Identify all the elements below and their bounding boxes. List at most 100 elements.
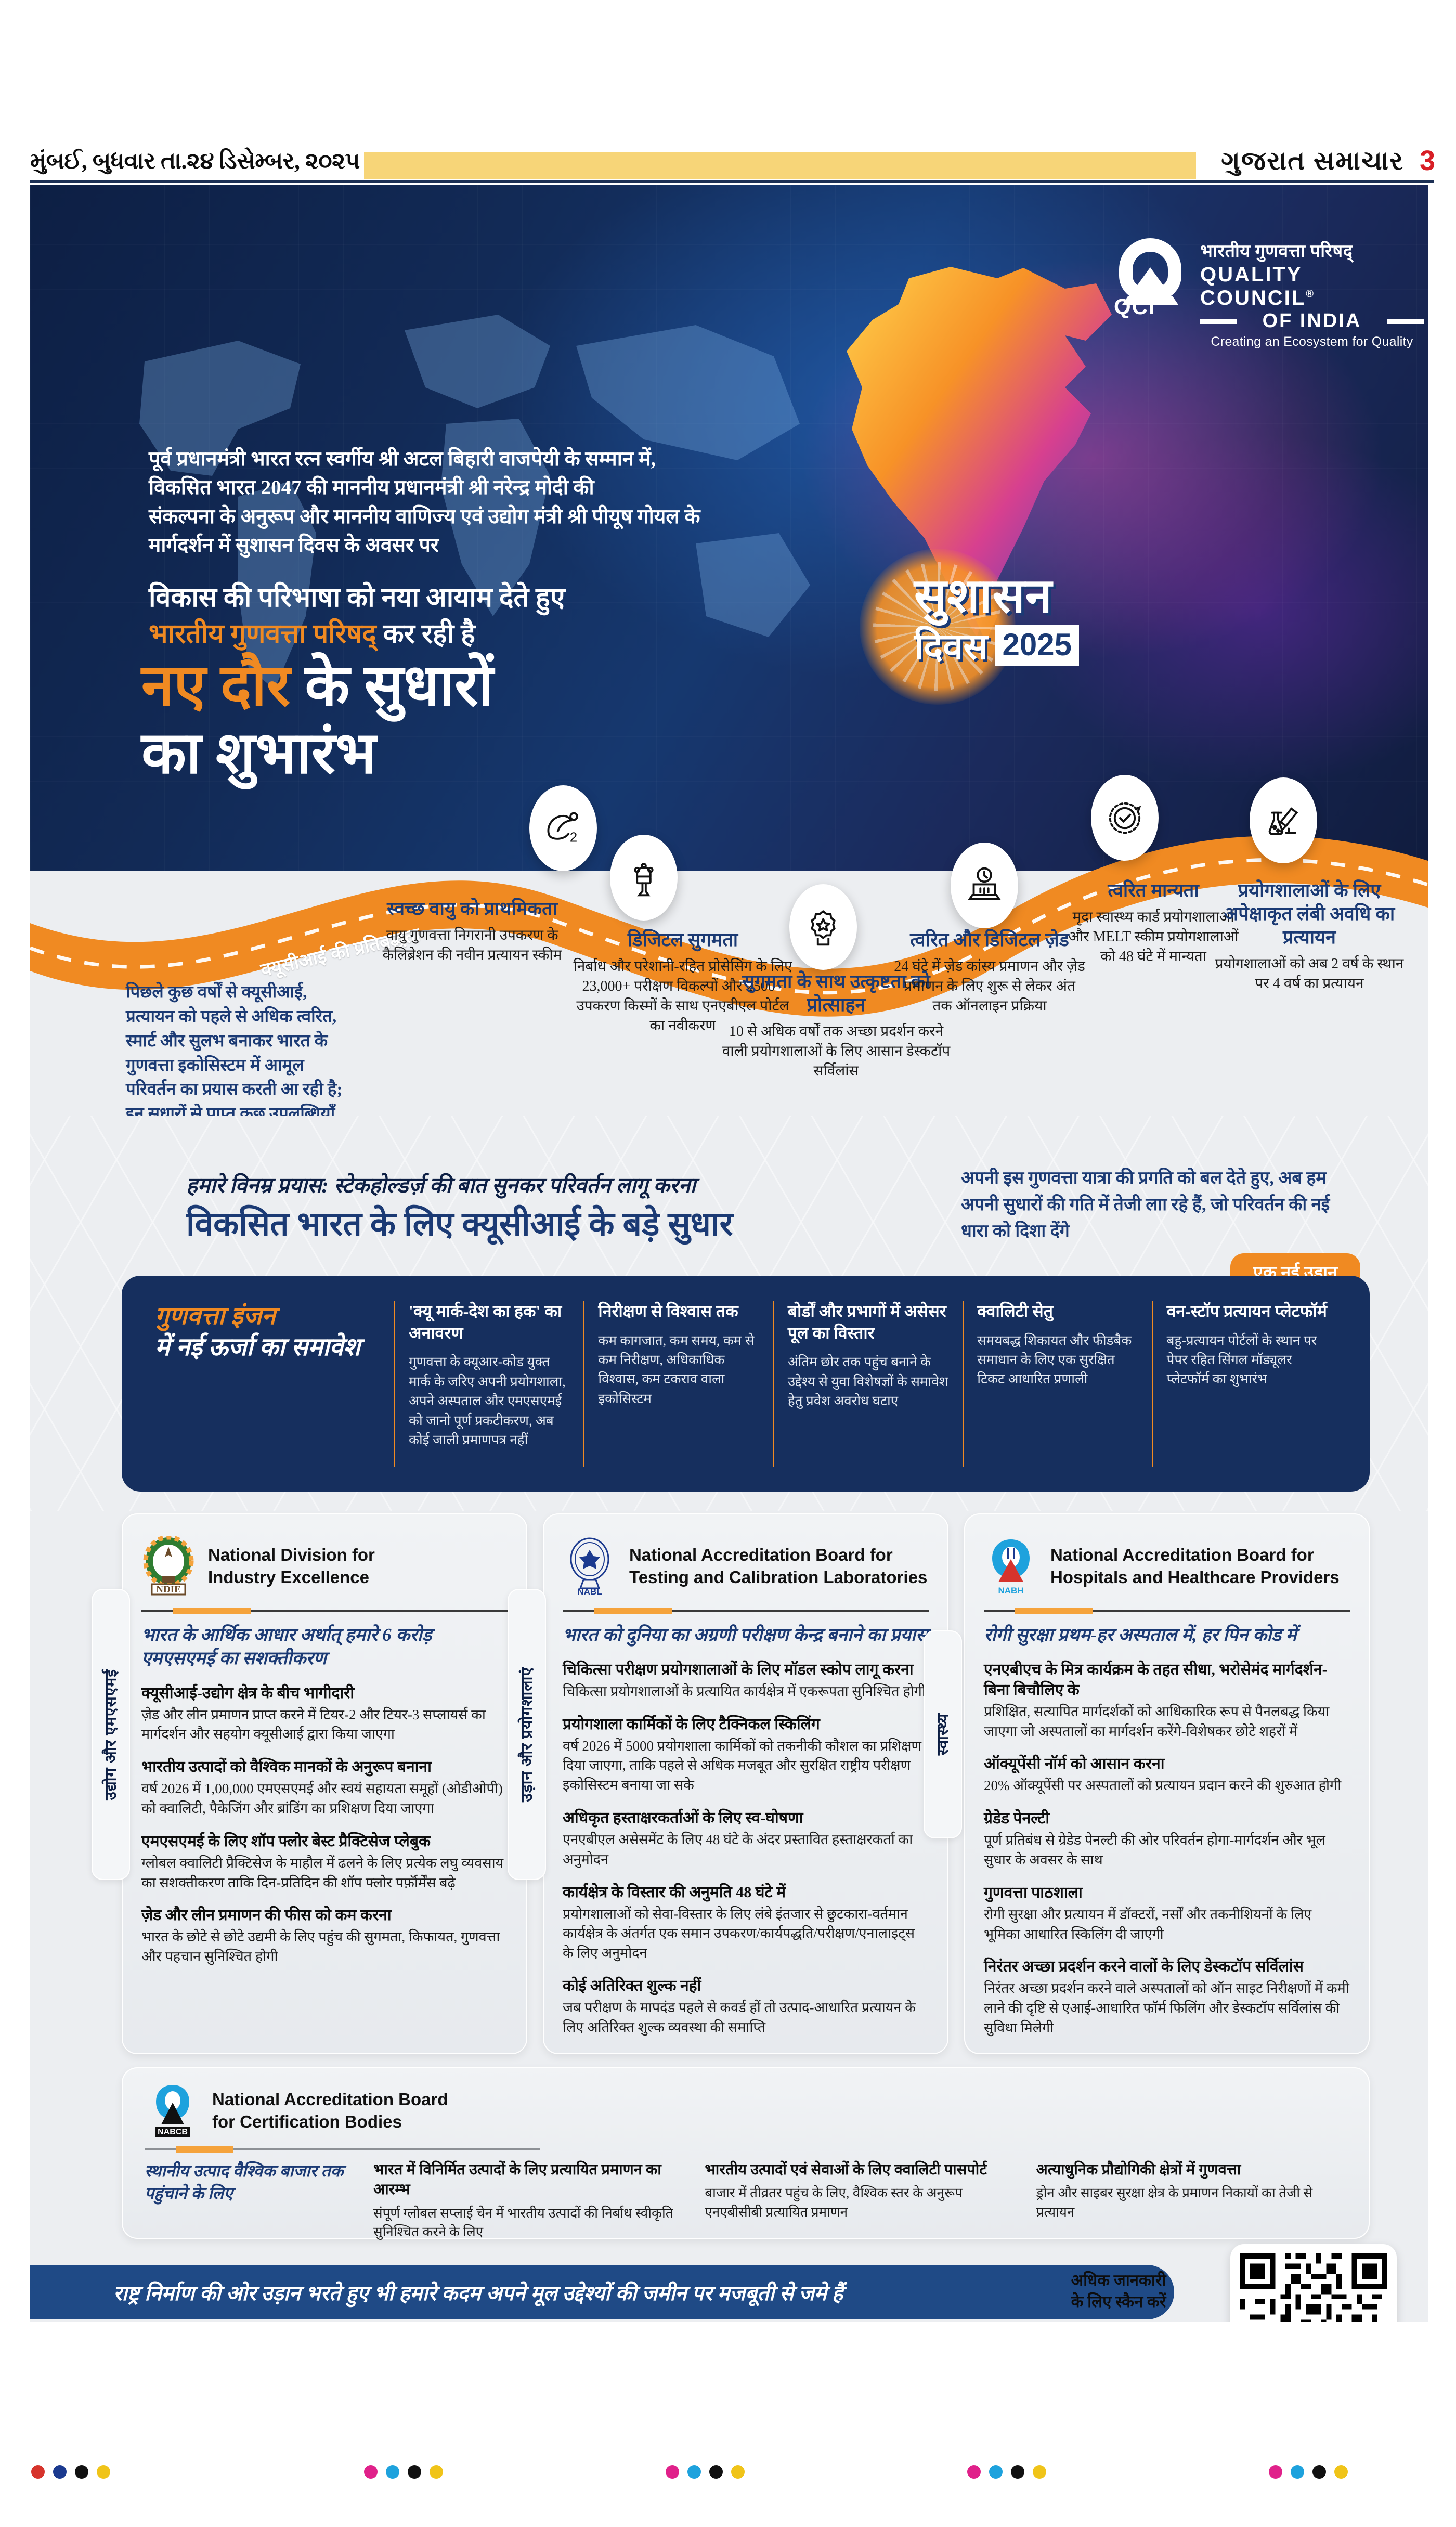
nabh-block-4-desc: निरंतर अच्छा प्रदर्शन करने वाले अस्पतालो…: [984, 1980, 1349, 2036]
commit-icon-0: 2: [529, 785, 597, 871]
qci-line-2: OF INDIA: [1200, 310, 1424, 332]
vtab-labs: उड़ान और प्रयोगशालाएं: [508, 1589, 546, 1880]
board-cards: NDIE National Division for Industry Exce…: [122, 1513, 1370, 2054]
vtab-labs-label: उड़ान और प्रयोगशालाएं: [518, 1667, 536, 1802]
nabh-name-line-1: National Accreditation Board for: [1050, 1545, 1314, 1565]
newspaper-name: ગુજરાત સમાચાર: [1221, 146, 1404, 175]
mid-heading: विकसित भारत के लिए क्यूसीआई के बड़े सुधा…: [186, 1206, 733, 1242]
card-ndie: NDIE National Division for Industry Exce…: [122, 1513, 527, 2054]
panel-column-1: निरीक्षण से विश्वास तक कम कागजात, कम समय…: [583, 1301, 773, 1467]
nabh-block-1-title: ऑक्यूपेंसी नॉर्म को आसान करना: [984, 1755, 1165, 1773]
commit-icon-3: [951, 843, 1018, 928]
hero-headline-rest: कर रही है: [376, 619, 475, 650]
hero-kicker-line-2b: माननीय प्रधानमंत्री श्री नरेन्द्र मोदी क…: [332, 476, 594, 499]
ndie-block-3-title: ज़ेड और लीन प्रमाणन की फीस को कम करना: [141, 1907, 392, 1924]
scan-note: अधिक जानकारी के लिए स्कैन करें: [1033, 2270, 1204, 2313]
commitment-5-desc: प्रयोगशालाओं को अब 2 वर्ष के स्थान पर 4 …: [1215, 956, 1404, 992]
nabcb-logo-icon: NABCB: [145, 2083, 201, 2139]
nabcb-column-1-title: भारतीय उत्पादों एवं सेवाओं के लिए क्वालि…: [705, 2161, 987, 2178]
registered-icon: ®: [1306, 288, 1315, 300]
badge-year: 2025: [995, 625, 1080, 666]
qr-code-icon[interactable]: [1240, 2253, 1387, 2322]
nabl-block-0-desc: चिकित्सा प्रयोगशालाओं के प्रत्यायित कार्…: [563, 1683, 926, 1699]
ndie-name-line-1: National Division for: [208, 1545, 375, 1565]
nabl-name-line-1: National Accreditation Board for: [629, 1545, 893, 1565]
commitment-1-title: डिजिटल सुगमता: [627, 929, 738, 950]
panel-lead-orange: गुणवत्ता इंजन: [155, 1302, 276, 1330]
orange-wave-graphic: [30, 751, 1428, 1043]
panel-column-3-heading: क्वालिटी सेतु: [977, 1302, 1054, 1320]
ndie-block-1: भारतीय उत्पादों को वैश्विक मानकों के अनु…: [141, 1757, 508, 1819]
qci-logo: QCI भारतीय गुणवत्ता परिषद् QUALITY COUNC…: [1069, 229, 1424, 349]
nabh-block-3: गुणवत्ता पाठशाला रोगी सुरक्षा और प्रत्या…: [984, 1883, 1350, 1945]
nabl-block-2: अधिकृत हस्ताक्षरकर्ताओं के लिए स्व-घोषणा…: [563, 1808, 929, 1870]
hero-grid-texture: [30, 185, 1428, 871]
commitment-4-desc: मृदा स्वास्थ्य कार्ड प्रयोगशालाओं और MEL…: [1068, 909, 1239, 965]
commitment-1-desc: निर्बाध और परेशानी-रहित प्रोसेसिंग के लि…: [573, 958, 792, 1034]
commitment-5-title: प्रयोगशालाओं के लिए अपेक्षाकृत लंबी अवधि…: [1224, 880, 1395, 948]
vtab-health: स्वास्थ्य: [924, 1630, 962, 1838]
commitment-4: त्वरित मान्यता मृदा स्वास्थ्य कार्ड प्रय…: [1065, 879, 1242, 967]
svg-text:NDIE: NDIE: [156, 1584, 181, 1595]
ndie-block-2-desc: ग्लोबल क्वालिटी प्रैक्टिसेज के माहौल में…: [141, 1855, 504, 1890]
card-rule: [984, 1608, 1350, 1614]
nabl-name-line-2: Testing and Calibration Laboratories: [629, 1567, 928, 1587]
nabl-block-0-title: चिकित्सा परीक्षण प्रयोगशालाओं के लिए मॉड…: [563, 1661, 914, 1678]
qr-card[interactable]: [1230, 2244, 1397, 2322]
scan-note-line-1: अधिक जानकारी: [1071, 2271, 1166, 2289]
ndie-block-0-title: क्यूसीआई-उद्योग क्षेत्र के बीच भागीदारी: [141, 1684, 355, 1702]
panel-column-3: क्वालिटी सेतु समयबद्ध शिकायत और फीडबैक स…: [963, 1301, 1152, 1467]
nabh-block-0: एनएबीएच के मित्र कार्यक्रम के तहत सीधा, …: [984, 1660, 1350, 1742]
masthead-divider: [30, 180, 1434, 183]
card-rule: [141, 1608, 508, 1614]
commitment-3-title: त्वरित और डिजिटल ज़ेड: [910, 929, 1069, 950]
nabcb-column-1: भारतीय उत्पादों एवं सेवाओं के लिए क्वालि…: [705, 2160, 1015, 2241]
nabcb-column-2-desc: ड्रोन और साइबर सुरक्षा क्षेत्र के प्रमाण…: [1036, 2185, 1313, 2220]
nabl-block-1: प्रयोगशाला कार्मिकों के लिए टैक्निकल स्क…: [563, 1714, 929, 1795]
nabcb-column-2: अत्याधुनिक प्रौद्योगिकी क्षेत्रों में गु…: [1036, 2160, 1347, 2241]
nabcb-column-0: भारत में विनिर्मित उत्पादों के लिए प्रत्…: [373, 2160, 684, 2241]
nabh-block-2-desc: पूर्ण प्रतिबंध से ग्रेडेड पेनल्टी की ओर …: [984, 1832, 1325, 1868]
nabh-block-1-desc: 20% ऑक्यूपेंसी पर अस्पतालों को प्रत्यायन…: [984, 1778, 1342, 1794]
hero-big-orange: नए दौर: [141, 654, 291, 718]
card-rule: [563, 1608, 929, 1614]
nabl-block-4-desc: जब परीक्षण के मापदंड पहले से कवर्ड हों त…: [563, 1999, 916, 2035]
svg-text:2: 2: [570, 830, 577, 845]
hero-big-line-2: का शुभारंभ: [141, 721, 376, 786]
nabl-block-2-title: अधिकृत हस्ताक्षरकर्ताओं के लिए स्व-घोषणा: [563, 1809, 803, 1826]
panel-column-3-desc: समयबद्ध शिकायत और फीडबैक समाधान के लिए ए…: [977, 1332, 1132, 1387]
commit-icon-1: [610, 835, 678, 921]
nabl-block-0: चिकित्सा परीक्षण प्रयोगशालाओं के लिए मॉड…: [563, 1660, 929, 1702]
nabh-block-2-title: ग्रेडेड पेनल्टी: [984, 1810, 1050, 1828]
hero-headline: विकास की परिभाषा को नया आयाम देते हुए भा…: [149, 580, 825, 653]
nabh-block-1: ऑक्यूपेंसी नॉर्म को आसान करना 20% ऑक्यूप…: [984, 1754, 1350, 1796]
nabl-heading: भारत को दुनिया का अग्रणी परीक्षण केन्द्र…: [563, 1625, 928, 1645]
hero-kicker-line-4a: मार्गदर्शन में: [149, 534, 236, 557]
commitment-2-desc: 10 से अधिक वर्षों तक अच्छा प्रदर्शन करने…: [722, 1023, 951, 1080]
nabcb-column-0-desc: संपूर्ण ग्लोबल सप्लाई चेन में भारतीय उत्…: [373, 2205, 673, 2239]
nabh-logo-icon: NABH: [984, 1536, 1038, 1597]
svg-text:NABL: NABL: [577, 1587, 602, 1597]
commit-icon-2: [789, 884, 857, 970]
masthead-date: મુંબઈ, બુધવાર તા.૨૪ ડિસેમ્બર, ૨૦૨૫: [30, 148, 360, 174]
commitment-2: सुगमता के साथ उत्कृष्टता को प्रोत्साहन 1…: [722, 970, 951, 1081]
nabh-block-3-desc: रोगी सुरक्षा और प्रत्यायन में डॉक्टरों, …: [984, 1906, 1312, 1942]
ashoka-chakra-graphic: [860, 549, 1016, 705]
ndie-block-3: ज़ेड और लीन प्रमाणन की फीस को कम करना भा…: [141, 1905, 508, 1967]
nabh-name-line-2: Hospitals and Healthcare Providers: [1050, 1567, 1340, 1587]
commitment-4-title: त्वरित मान्यता: [1108, 880, 1199, 901]
ndie-logo-icon: NDIE: [141, 1535, 196, 1597]
ndie-block-3-desc: भारत के छोटे से छोटे उद्यमी के लिए पहुंच…: [141, 1929, 500, 1965]
world-map-graphic: [82, 252, 862, 772]
nabl-block-2-desc: एनएबीएल असेसमेंट के लिए 48 घंटे के अंदर …: [563, 1831, 913, 1867]
panel-column-2-heading: बोर्डों और प्रभागों में असेसर पूल का विस…: [787, 1302, 946, 1342]
panel-column-0: 'क्यू मार्क-देश का हक' का अनावरण गुणवत्त…: [394, 1301, 583, 1467]
advertisement-container: सुशासन दिवस 2025 QCI भारतीय गुणवत्ता परि…: [30, 185, 1428, 2322]
sushasan-diwas-badge: सुशासन दिवस 2025: [914, 572, 1247, 666]
card-nabh: NABH National Accreditation Board for Ho…: [964, 1513, 1370, 2054]
nabl-block-3-title: कार्यक्षेत्र के विस्तार की अनुमति 48 घंट…: [563, 1883, 786, 1901]
hero-headline-org: भारतीय गुणवत्ता परिषद्: [149, 619, 376, 650]
card-nabcb: NABCB National Accreditation Board for C…: [122, 2067, 1370, 2239]
reforms-panel: गुणवत्ता इंजन में नई ऊर्जा का समावेश 'क्…: [122, 1276, 1370, 1492]
hero-big-white: के सुधारों: [290, 654, 493, 718]
